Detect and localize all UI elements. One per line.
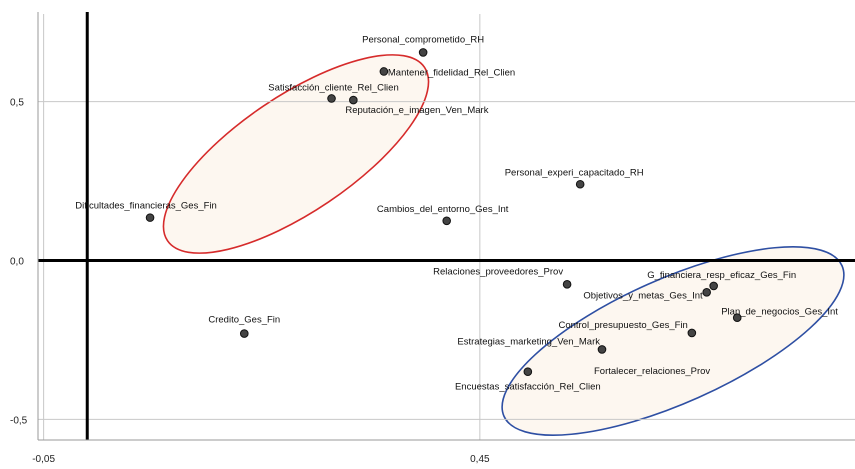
data-point xyxy=(239,329,249,338)
point-label: Mantener_fidelidad_Rel_Clien xyxy=(388,67,515,78)
data-point xyxy=(349,95,358,105)
cluster-ellipse-blue xyxy=(501,246,845,436)
data-points xyxy=(145,48,742,376)
data-point xyxy=(732,313,742,322)
point-label: G_financiera_resp_eficaz_Ges_Fin xyxy=(647,270,796,281)
y-tick-label: 0,0 xyxy=(10,257,24,268)
data-point xyxy=(575,179,585,189)
tick-labels: -0,05 0,45 0,5 0,0 -0,5 xyxy=(10,98,490,465)
data-point xyxy=(709,281,718,291)
data-point xyxy=(702,287,711,297)
axes xyxy=(37,12,855,441)
data-point xyxy=(442,216,451,226)
y-tick-label: 0,5 xyxy=(10,98,24,109)
point-label: Control_presupuesto_Ges_Fin xyxy=(558,320,687,331)
point-label: Satisfacción_cliente_Rel_Clien xyxy=(268,82,398,93)
point-label: Encuestas_satisfacción_Rel_Clien xyxy=(455,382,601,393)
point-label: Cambios_del_entorno_Ges_Int xyxy=(377,204,509,215)
cluster-ellipses xyxy=(162,54,845,436)
annotations: Fortalecer_relaciones_Prov xyxy=(594,366,710,377)
data-point xyxy=(327,94,336,103)
data-point xyxy=(145,213,155,222)
point-label: Plan_de_negocios_Ges_Int xyxy=(721,307,838,318)
point-label: Credito_Ges_Fin xyxy=(208,315,280,326)
point-labels: Personal_comprometido_RH Mantener_fidelid… xyxy=(75,34,838,392)
point-label: Estrategias_marketing_Ven_Mark xyxy=(457,336,600,347)
point-label: Personal_comprometido_RH xyxy=(362,34,484,45)
grid-lines xyxy=(38,14,855,440)
data-point xyxy=(562,280,572,289)
point-label: Dificultades_financieras_Ges_Fin xyxy=(75,201,217,212)
point-label: Personal_experi_capacitado_RH xyxy=(505,167,644,178)
data-point xyxy=(379,67,389,76)
data-point xyxy=(687,328,697,338)
y-tick-label: -0,5 xyxy=(10,415,28,426)
cluster-ellipse-red xyxy=(162,54,430,254)
point-label: Relaciones_proveedores_Prov xyxy=(433,266,563,277)
x-tick-label: 0,45 xyxy=(470,454,490,465)
point-label: Objetivos_y_metas_Ges_Int xyxy=(583,290,703,301)
data-point xyxy=(523,367,533,376)
annotation-label: Fortalecer_relaciones_Prov xyxy=(594,366,710,377)
data-point xyxy=(418,48,428,57)
x-tick-label: -0,05 xyxy=(32,454,55,465)
data-point xyxy=(597,345,607,354)
point-label: Reputación_e_imagen_Ven_Mark xyxy=(345,105,488,116)
